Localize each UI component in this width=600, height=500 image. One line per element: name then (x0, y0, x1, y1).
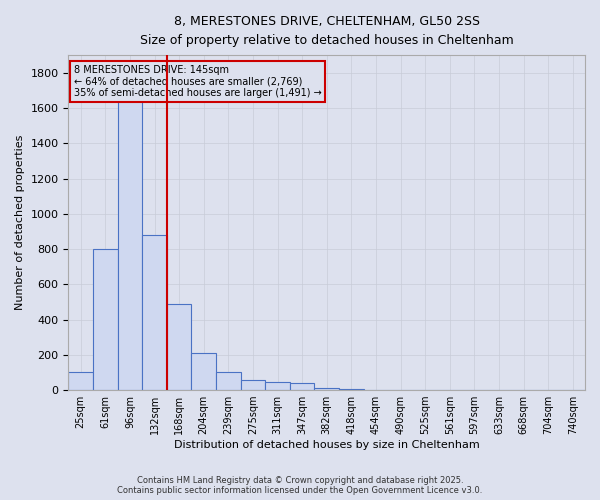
Bar (167, 304, 191, 390)
Title: 8, MERESTONES DRIVE, CHELTENHAM, GL50 2SS
Size of property relative to detached : 8, MERESTONES DRIVE, CHELTENHAM, GL50 2S… (140, 15, 514, 47)
Bar (68, 372, 93, 390)
Bar (216, 372, 241, 390)
Bar (241, 380, 265, 390)
X-axis label: Distribution of detached houses by size in Cheltenham: Distribution of detached houses by size … (174, 440, 479, 450)
Bar (290, 383, 314, 390)
Text: 8 MERESTONES DRIVE: 145sqm
← 64% of detached houses are smaller (2,769)
35% of s: 8 MERESTONES DRIVE: 145sqm ← 64% of deta… (74, 65, 322, 98)
Y-axis label: Number of detached properties: Number of detached properties (15, 135, 25, 310)
Bar (265, 382, 290, 390)
Text: Contains HM Land Registry data © Crown copyright and database right 2025.
Contai: Contains HM Land Registry data © Crown c… (118, 476, 482, 495)
Bar (314, 388, 339, 390)
Bar (118, 99, 142, 390)
Bar (191, 353, 216, 390)
Bar (339, 389, 364, 390)
Bar (142, 235, 167, 390)
Bar (93, 249, 118, 390)
